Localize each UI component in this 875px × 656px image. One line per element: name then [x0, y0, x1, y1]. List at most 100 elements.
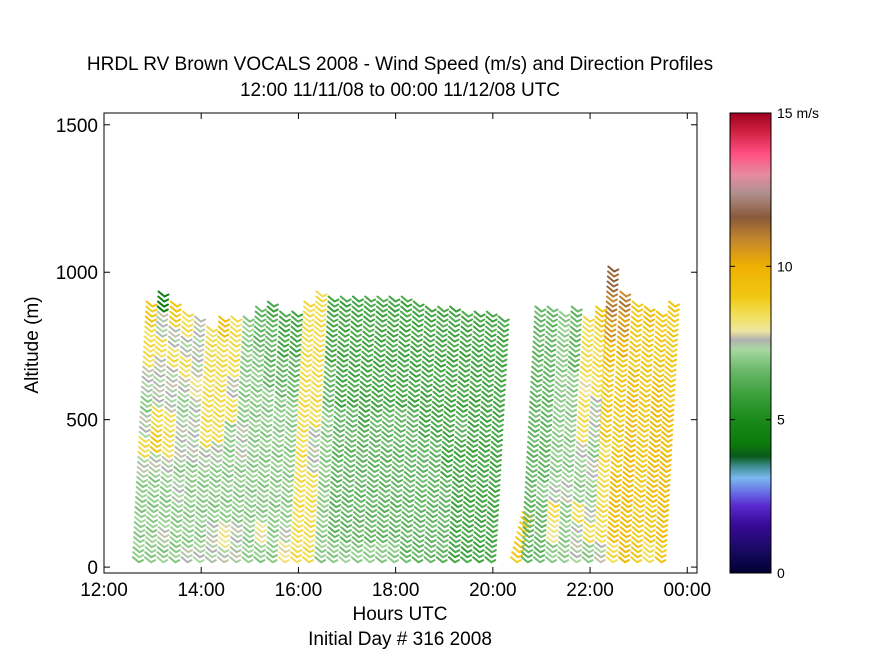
wind-barb — [638, 405, 651, 413]
wind-barb — [402, 486, 415, 494]
wind-barb — [212, 420, 225, 428]
wind-barb — [512, 546, 525, 554]
wind-barb — [603, 345, 616, 353]
wind-barb — [269, 481, 282, 489]
wind-barb — [410, 350, 423, 358]
wind-barb — [333, 415, 346, 423]
wind-barb — [318, 465, 331, 473]
wind-barb — [172, 486, 185, 494]
wind-barb — [461, 531, 474, 539]
wind-barb — [628, 365, 641, 373]
wind-barb — [154, 340, 167, 348]
wind-barb — [457, 375, 470, 383]
wind-barb — [169, 541, 182, 549]
wind-barb — [275, 375, 288, 383]
wind-barb — [393, 425, 406, 433]
wind-barb — [203, 375, 216, 383]
wind-profile — [642, 310, 668, 564]
wind-barb — [425, 521, 438, 529]
wind-barb — [291, 521, 304, 529]
wind-barb — [139, 415, 152, 423]
wind-barb — [284, 440, 297, 448]
wind-barb — [364, 531, 377, 539]
wind-barb — [560, 496, 573, 504]
wind-barb — [378, 496, 391, 504]
wind-barb — [471, 355, 484, 363]
wind-barb — [578, 385, 591, 393]
wind-barb — [172, 476, 185, 483]
wind-barb — [211, 440, 224, 448]
wind-barb — [187, 435, 200, 443]
colorbar-tick-label: 5 — [777, 412, 785, 428]
wind-barb — [299, 365, 312, 373]
wind-barb — [185, 460, 198, 468]
wind-barb — [197, 465, 210, 473]
wind-barb — [473, 536, 486, 544]
wind-barb — [315, 300, 328, 308]
wind-barb — [261, 405, 274, 413]
wind-barb — [176, 400, 189, 408]
wind-barb — [342, 486, 355, 494]
wind-barb — [404, 455, 417, 463]
wind-barb — [242, 325, 255, 333]
wind-barb — [181, 315, 194, 323]
wind-barb — [558, 315, 571, 323]
wind-barb — [598, 455, 611, 463]
wind-barb — [143, 345, 156, 353]
wind-barb — [521, 536, 534, 544]
wind-barb — [254, 541, 267, 549]
wind-barb — [496, 340, 509, 348]
wind-barb — [181, 546, 194, 554]
wind-barb — [230, 536, 243, 544]
wind-barb — [634, 470, 647, 478]
wind-barb — [475, 491, 488, 499]
wind-barb — [339, 305, 352, 313]
wind-barb — [301, 340, 314, 348]
wind-barb — [433, 375, 446, 383]
wind-barb — [550, 455, 563, 463]
wind-barb — [354, 476, 367, 483]
wind-barb — [257, 470, 270, 478]
wind-barb — [317, 491, 330, 499]
wind-barb — [232, 491, 245, 499]
wind-barb — [341, 506, 354, 514]
wind-barb — [568, 350, 581, 358]
wind-barb — [647, 455, 660, 463]
wind-barb — [379, 465, 392, 473]
wind-barb — [276, 360, 289, 368]
wind-barb — [596, 491, 609, 499]
wind-barb — [570, 315, 583, 323]
wind-barb — [426, 506, 439, 514]
wind-barb — [610, 460, 623, 468]
wind-barb — [356, 440, 369, 448]
wind-barb — [237, 400, 250, 408]
wind-barb — [193, 315, 206, 323]
wind-barb — [666, 320, 679, 328]
wind-barb — [387, 305, 400, 313]
wind-barb — [583, 511, 596, 519]
wind-barb — [205, 330, 218, 338]
wind-barb — [622, 470, 635, 478]
wind-barb — [486, 511, 499, 519]
wind-profile — [654, 300, 681, 564]
wind-barb — [134, 506, 147, 514]
wind-barb — [331, 455, 344, 463]
wind-barb — [385, 350, 398, 358]
wind-barb — [424, 315, 437, 323]
wind-barb — [660, 445, 673, 453]
wind-barb — [405, 445, 418, 453]
wind-barb — [599, 430, 612, 438]
wind-barb — [624, 425, 637, 433]
wind-barb — [328, 516, 341, 524]
wind-barb — [338, 310, 351, 318]
wind-barb — [278, 320, 291, 328]
wind-barb — [629, 340, 642, 348]
wind-barb — [603, 340, 616, 348]
wind-barb — [481, 395, 494, 403]
wind-barb — [410, 335, 423, 343]
wind-barb — [608, 511, 621, 519]
wind-barb — [435, 330, 448, 338]
wind-barb — [187, 425, 200, 433]
wind-barb — [271, 450, 284, 458]
wind-barb — [249, 410, 262, 418]
